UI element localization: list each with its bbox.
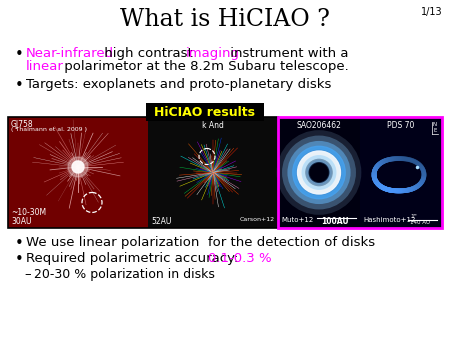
Text: GJ758: GJ758 <box>11 120 34 129</box>
Bar <box>278 117 360 228</box>
Text: Near-infrared: Near-infrared <box>26 47 114 60</box>
Circle shape <box>68 157 88 177</box>
Text: •: • <box>15 236 24 251</box>
Text: SAO206462: SAO206462 <box>297 121 342 130</box>
Bar <box>148 117 278 228</box>
Text: •: • <box>15 78 24 93</box>
Text: 1": 1" <box>410 214 417 219</box>
Text: 100AU: 100AU <box>321 217 349 226</box>
Text: Required polarimetric accuracy:: Required polarimetric accuracy: <box>26 252 243 265</box>
Text: instrument with a: instrument with a <box>225 47 348 60</box>
Text: ( Thalmann et al. 2009 ): ( Thalmann et al. 2009 ) <box>11 127 87 132</box>
Text: polarimetor at the 8.2m Subaru telescope.: polarimetor at the 8.2m Subaru telescope… <box>60 60 349 73</box>
Text: What is HiCIAO ?: What is HiCIAO ? <box>120 8 330 31</box>
Bar <box>278 117 442 228</box>
Text: 52AU: 52AU <box>151 217 171 226</box>
Text: ~10-30M: ~10-30M <box>11 208 46 217</box>
Text: N: N <box>433 122 437 127</box>
Circle shape <box>72 161 84 173</box>
Text: Muto+12: Muto+12 <box>281 217 313 223</box>
Bar <box>146 103 264 121</box>
Text: –: – <box>24 268 31 281</box>
Text: Carson+12: Carson+12 <box>240 217 275 222</box>
Text: PDS 70: PDS 70 <box>387 121 415 130</box>
Bar <box>8 117 148 228</box>
Text: •: • <box>15 47 24 62</box>
Text: E: E <box>434 128 437 133</box>
Text: 20-30 % polarization in disks: 20-30 % polarization in disks <box>34 268 215 281</box>
Bar <box>360 117 442 228</box>
Text: 30AU: 30AU <box>11 217 32 226</box>
Text: 1/13: 1/13 <box>421 7 443 17</box>
Text: 140 AU: 140 AU <box>410 220 430 225</box>
Text: We use linear polarization  for the detection of disks: We use linear polarization for the detec… <box>26 236 375 249</box>
Text: •: • <box>15 252 24 267</box>
Text: k And: k And <box>202 121 224 130</box>
Text: Hashimoto+12: Hashimoto+12 <box>363 217 415 223</box>
Text: Targets: exoplanets and proto-planetary disks: Targets: exoplanets and proto-planetary … <box>26 78 331 91</box>
Text: high contrast: high contrast <box>100 47 197 60</box>
Circle shape <box>390 166 408 184</box>
Text: imaging: imaging <box>185 47 239 60</box>
Text: linear: linear <box>26 60 64 73</box>
Bar <box>8 117 278 228</box>
Text: HiCIAO results: HiCIAO results <box>154 105 256 119</box>
Circle shape <box>310 164 328 182</box>
Text: 0.1-0.3 %: 0.1-0.3 % <box>208 252 272 265</box>
